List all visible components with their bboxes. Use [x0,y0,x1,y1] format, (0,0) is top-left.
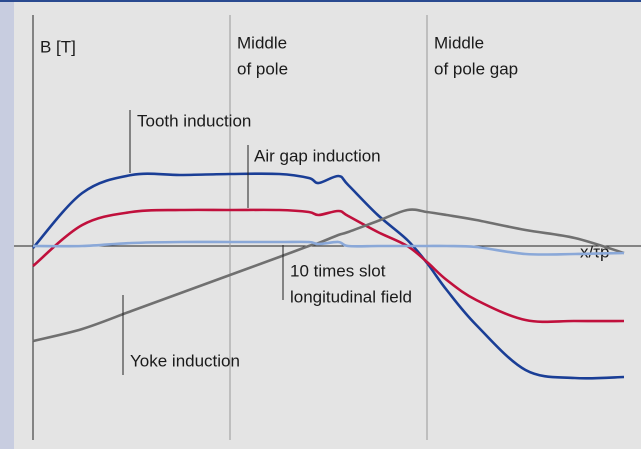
x-axis-label: x/τp [580,242,609,261]
series-label: longitudinal field [290,287,412,306]
series-label: 10 times slot [290,261,386,280]
top-border [0,0,641,2]
series-line [32,172,625,380]
marker-label: Middle [237,33,287,52]
series-label: Tooth induction [137,111,251,130]
marker-label: Middle [434,33,484,52]
y-axis-label: B [T] [40,37,76,56]
series-line [32,240,625,256]
series-line [32,208,625,343]
series-label: Air gap induction [254,146,381,165]
series-label: Yoke induction [130,351,240,370]
side-strip [0,0,14,449]
series-line [32,208,625,324]
marker-label: of pole [237,59,288,78]
marker-label: of pole gap [434,59,518,78]
